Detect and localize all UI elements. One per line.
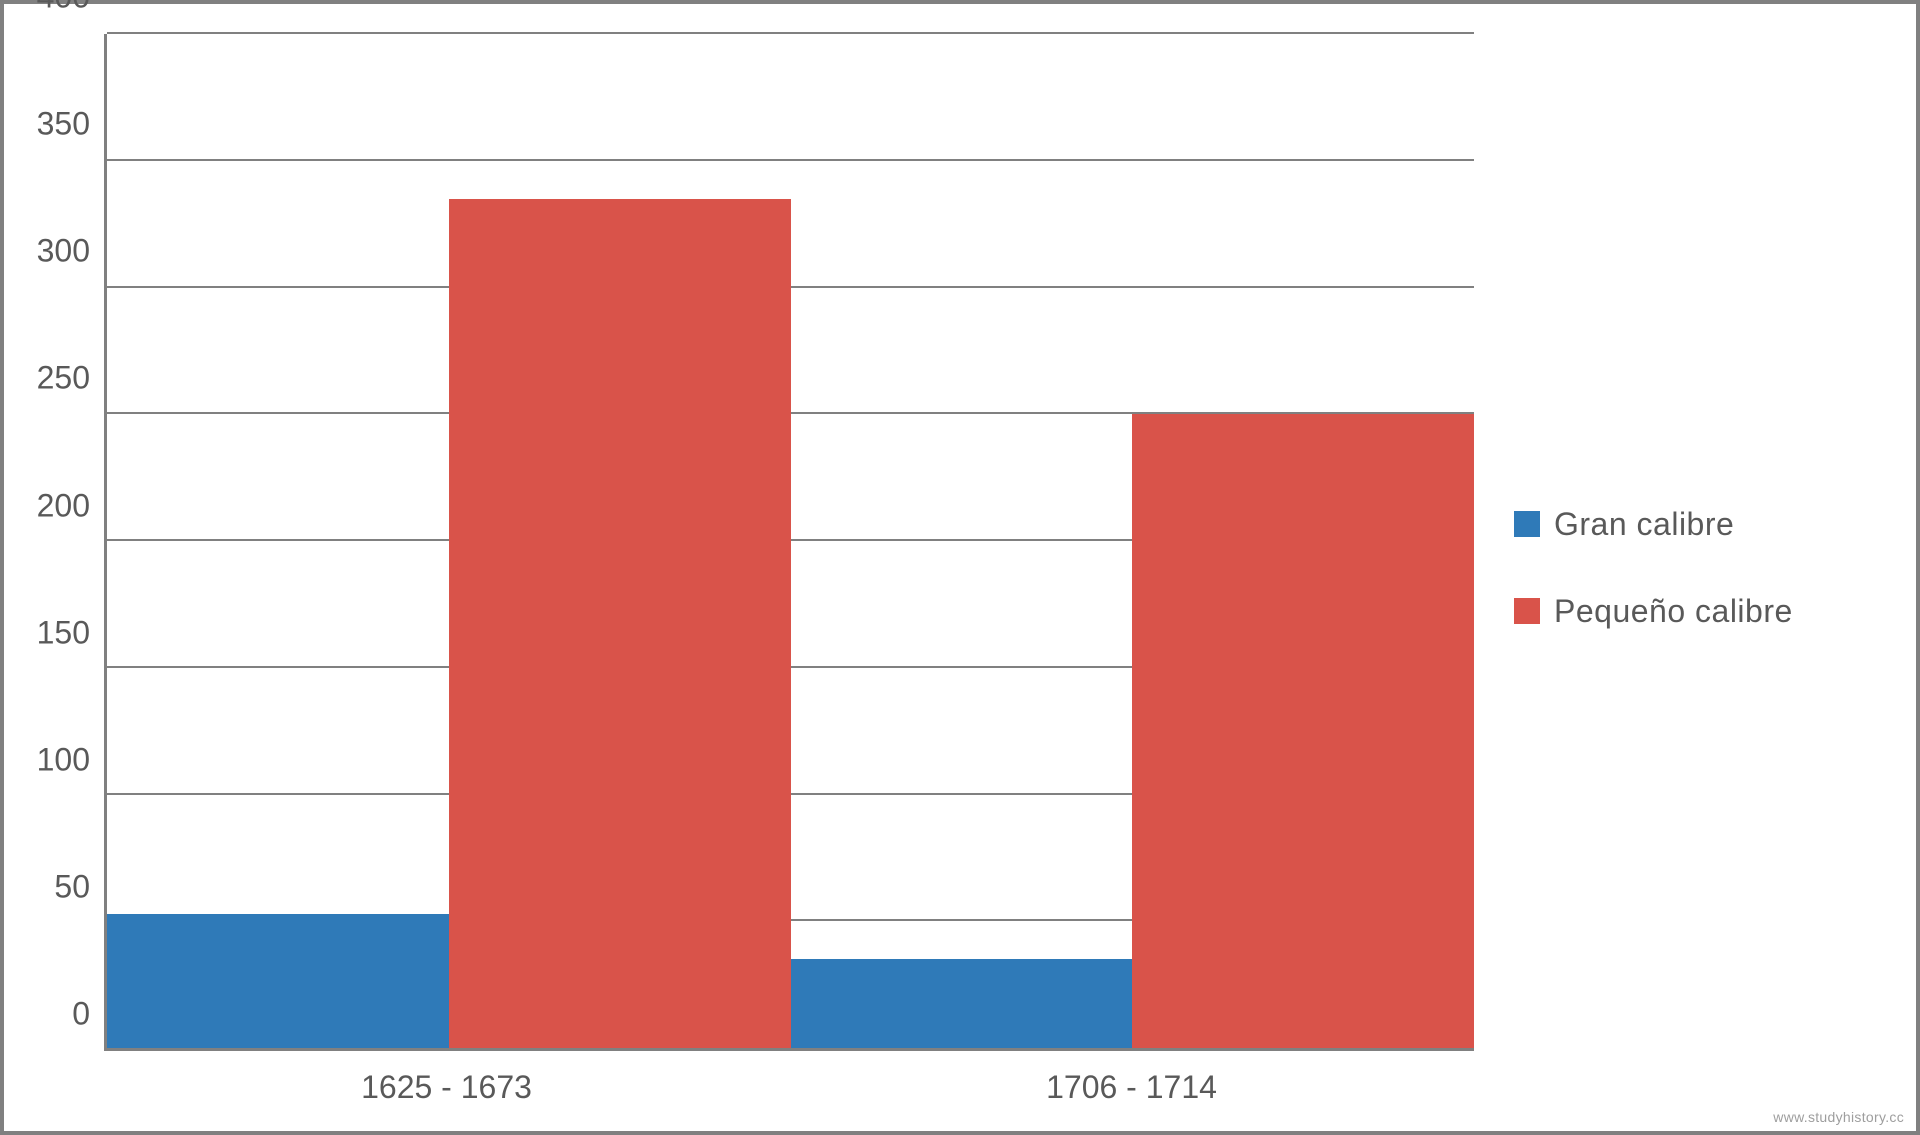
chart-frame: 0 50 100 150 200 250 300 350 400 1625 - 16731706… xyxy=(0,0,1920,1135)
y-tick-label: 300 xyxy=(37,233,90,270)
bar xyxy=(791,959,1133,1048)
chart-row: 050100150200250300350400 xyxy=(4,4,1474,1051)
y-tick-label: 150 xyxy=(37,614,90,651)
legend-label: Pequeño calibre xyxy=(1554,593,1793,630)
y-tick-label: 0 xyxy=(72,996,90,1033)
legend-swatch xyxy=(1514,598,1540,624)
legend: Gran calibre Pequeño calibre xyxy=(1474,4,1916,1131)
bar xyxy=(107,914,449,1048)
y-tick-label: 100 xyxy=(37,741,90,778)
watermark: www.studyhistory.cc xyxy=(1773,1109,1904,1125)
y-tick-label: 50 xyxy=(54,868,90,905)
gridline xyxy=(107,159,1474,161)
y-tick-label: 350 xyxy=(37,106,90,143)
y-tick-label: 250 xyxy=(37,360,90,397)
y-tick-label: 400 xyxy=(37,0,90,16)
chart-content: 050100150200250300350400 1625 - 16731706… xyxy=(4,4,1916,1131)
y-tick-label: 200 xyxy=(37,487,90,524)
x-tick-label: 1625 - 1673 xyxy=(104,1051,789,1131)
bar xyxy=(449,199,791,1048)
legend-label: Gran calibre xyxy=(1554,506,1734,543)
chart-side: 050100150200250300350400 1625 - 16731706… xyxy=(4,4,1474,1131)
gridline xyxy=(107,32,1474,34)
legend-swatch xyxy=(1514,511,1540,537)
legend-item: Pequeño calibre xyxy=(1514,593,1916,630)
legend-item: Gran calibre xyxy=(1514,506,1916,543)
y-axis-labels: 050100150200250300350400 xyxy=(4,34,104,1051)
x-axis-labels: 1625 - 16731706 - 1714 xyxy=(4,1051,1474,1131)
bar xyxy=(1132,414,1474,1048)
gridline xyxy=(107,286,1474,288)
plot-area xyxy=(104,34,1474,1051)
x-tick-label: 1706 - 1714 xyxy=(789,1051,1474,1131)
